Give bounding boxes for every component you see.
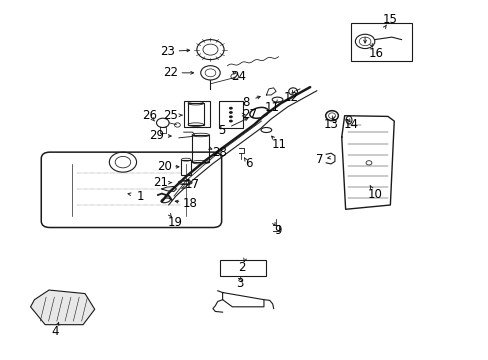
- Text: 18: 18: [182, 197, 197, 210]
- Text: 2: 2: [238, 261, 245, 274]
- Bar: [220, 260, 266, 276]
- Bar: [351, 23, 411, 62]
- Bar: [192, 135, 209, 162]
- Text: 9: 9: [273, 224, 281, 237]
- Bar: [183, 102, 210, 127]
- Text: 10: 10: [366, 188, 382, 201]
- Text: 24: 24: [230, 70, 245, 83]
- Text: 20: 20: [157, 160, 171, 173]
- Text: 17: 17: [184, 178, 199, 191]
- Text: 22: 22: [163, 66, 178, 79]
- Text: 8: 8: [241, 96, 249, 109]
- Text: 5: 5: [218, 124, 225, 137]
- Circle shape: [228, 120, 232, 122]
- Text: 27: 27: [242, 108, 256, 121]
- Circle shape: [228, 115, 232, 118]
- Circle shape: [228, 107, 232, 110]
- Text: 3: 3: [236, 277, 243, 290]
- Text: 4: 4: [51, 325, 59, 338]
- Text: 23: 23: [160, 45, 175, 58]
- Text: 21: 21: [153, 176, 167, 189]
- Circle shape: [228, 111, 232, 114]
- Text: 15: 15: [382, 13, 397, 26]
- Polygon shape: [30, 290, 95, 325]
- Text: 16: 16: [367, 47, 383, 60]
- Text: 28: 28: [211, 146, 226, 159]
- Text: 14: 14: [343, 118, 358, 131]
- Text: 29: 29: [149, 129, 164, 142]
- Text: 26: 26: [142, 109, 157, 122]
- Text: 6: 6: [244, 157, 252, 170]
- Text: 12: 12: [284, 91, 299, 104]
- Bar: [181, 159, 191, 175]
- Bar: [188, 103, 203, 125]
- Text: 1: 1: [136, 190, 143, 203]
- Text: 19: 19: [167, 216, 183, 229]
- Text: 13: 13: [323, 118, 338, 131]
- Text: 11: 11: [264, 102, 279, 114]
- Text: 7: 7: [315, 153, 323, 166]
- Text: 11: 11: [271, 139, 286, 152]
- Text: 25: 25: [163, 109, 178, 122]
- Bar: [219, 101, 242, 128]
